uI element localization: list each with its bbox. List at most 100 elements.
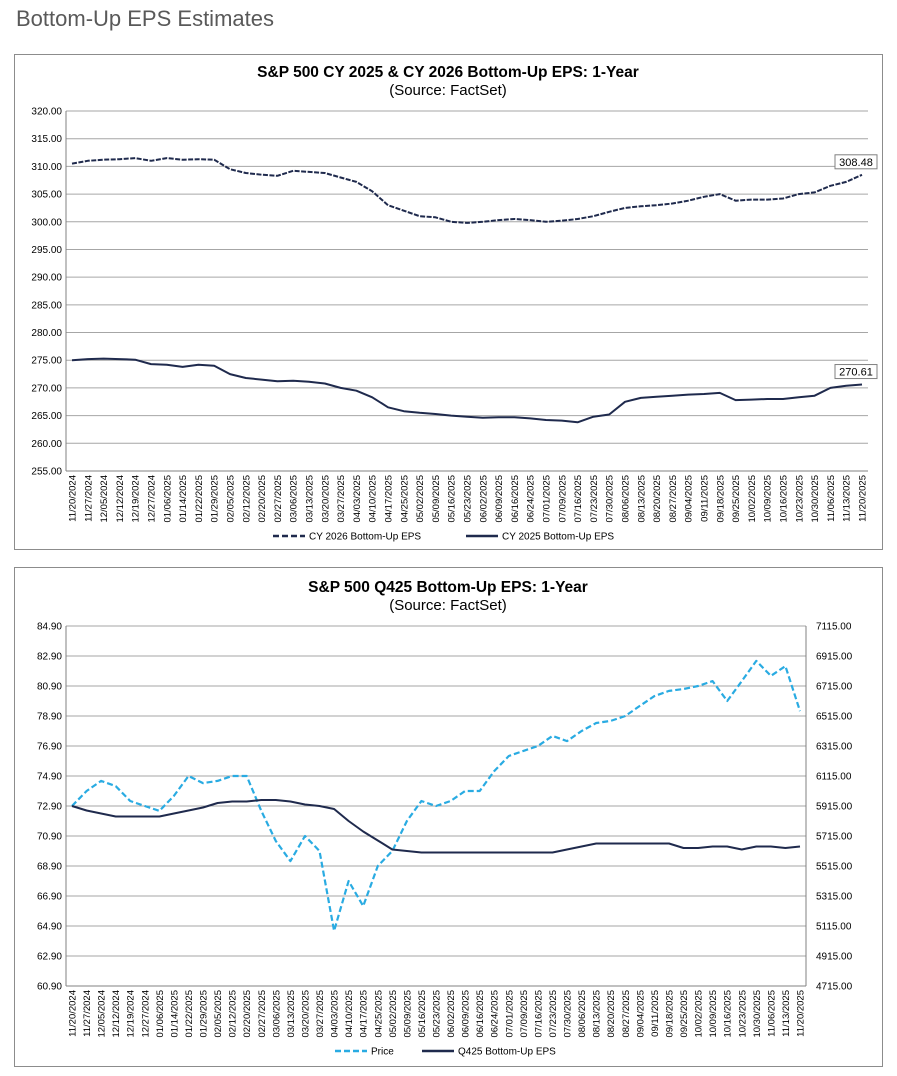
x-tick-label: 10/02/2025 [747, 475, 758, 523]
x-tick-label: 07/30/2025 [563, 990, 574, 1038]
x-tick-label: 02/20/2025 [257, 475, 268, 523]
x-tick-label: 11/20/2025 [858, 475, 869, 522]
page-title: Bottom-Up EPS Estimates [16, 6, 274, 31]
y2-tick-label: 5515.00 [816, 862, 853, 873]
x-tick-label: 04/10/2025 [368, 475, 379, 523]
legend-label: CY 2026 Bottom-Up EPS [309, 532, 421, 543]
y-tick-label: 255.00 [31, 467, 62, 478]
x-tick-label: 09/11/2025 [700, 475, 711, 522]
x-tick-label: 06/09/2025 [461, 990, 472, 1038]
x-tick-label: 01/22/2025 [184, 990, 195, 1038]
x-tick-label: 02/12/2025 [241, 475, 252, 523]
series-line-price [71, 659, 802, 932]
x-tick-label: 01/29/2025 [199, 990, 210, 1038]
x-tick-label: 11/13/2025 [781, 990, 792, 1037]
x-tick-label: 02/05/2025 [213, 990, 224, 1038]
x-tick-label: 01/06/2025 [155, 990, 166, 1038]
y2-tick-label: 5315.00 [816, 892, 853, 903]
x-tick-label: 10/30/2025 [810, 475, 821, 523]
y-tick-label: 62.90 [37, 952, 62, 963]
x-tick-label: 03/20/2025 [300, 990, 311, 1038]
x-tick-label: 10/23/2025 [794, 475, 805, 523]
x-tick-label: 12/19/2024 [131, 475, 142, 523]
x-tick-label: 10/09/2025 [763, 475, 774, 523]
x-tick-label: 06/02/2025 [446, 990, 457, 1038]
legend-label: Price [371, 1047, 394, 1058]
x-tick-label: 08/20/2025 [652, 475, 663, 523]
x-tick-label: 05/09/2025 [402, 990, 413, 1038]
x-tick-label: 09/25/2025 [679, 990, 690, 1038]
data-label-box [834, 154, 878, 170]
y-tick-label: 74.90 [37, 772, 62, 783]
x-tick-label: 10/16/2025 [723, 990, 734, 1038]
x-tick-label: 12/05/2024 [99, 475, 110, 523]
y-tick-label: 72.90 [37, 802, 62, 813]
x-tick-label: 10/23/2025 [737, 990, 748, 1038]
x-tick-label: 10/16/2025 [779, 475, 790, 523]
y-tick-label: 295.00 [31, 245, 62, 256]
y-tick-label: 66.90 [37, 892, 62, 903]
y2-tick-label: 7115.00 [816, 622, 852, 633]
y-tick-label: 320.00 [31, 107, 62, 118]
x-tick-label: 03/13/2025 [305, 475, 316, 523]
x-tick-label: 03/06/2025 [271, 990, 282, 1038]
data-label: 308.48 [839, 157, 873, 169]
x-tick-label: 01/14/2025 [169, 990, 180, 1038]
y2-tick-label: 6515.00 [816, 712, 853, 723]
y-tick-label: 80.90 [37, 682, 62, 693]
x-tick-label: 04/10/2025 [344, 990, 355, 1038]
x-tick-label: 06/09/2025 [494, 475, 505, 523]
x-tick-label: 10/09/2025 [708, 990, 719, 1038]
y-tick-label: 82.90 [37, 652, 62, 663]
x-tick-label: 05/23/2025 [463, 475, 474, 523]
y2-tick-label: 6115.00 [816, 772, 852, 783]
x-tick-label: 01/22/2025 [194, 475, 205, 523]
y-tick-label: 84.90 [37, 622, 62, 633]
x-tick-label: 05/09/2025 [431, 475, 442, 523]
x-tick-label: 04/25/2025 [373, 990, 384, 1038]
x-tick-label: 06/24/2025 [490, 990, 501, 1038]
x-tick-label: 07/01/2025 [542, 475, 553, 523]
x-tick-label: 05/02/2025 [388, 990, 399, 1038]
x-tick-label: 12/12/2024 [111, 990, 122, 1038]
series-line-q425-bottom-up-eps [71, 799, 801, 854]
y2-tick-label: 6715.00 [816, 682, 853, 693]
x-tick-label: 08/20/2025 [606, 990, 617, 1038]
y-tick-label: 315.00 [31, 134, 62, 145]
y-tick-label: 270.00 [31, 383, 62, 394]
x-tick-label: 01/29/2025 [210, 475, 221, 523]
y-tick-label: 64.90 [37, 922, 62, 933]
x-tick-label: 01/06/2025 [162, 475, 173, 523]
x-tick-label: 05/16/2025 [447, 475, 458, 523]
x-tick-label: 02/20/2025 [242, 990, 253, 1038]
x-tick-label: 05/16/2025 [417, 990, 428, 1038]
y-tick-label: 68.90 [37, 862, 62, 873]
y-tick-label: 310.00 [31, 162, 62, 173]
x-tick-label: 11/06/2025 [766, 990, 777, 1037]
y-tick-label: 76.90 [37, 742, 62, 753]
chart-svg: S&P 500 CY 2025 & CY 2026 Bottom-Up EPS:… [31, 64, 878, 543]
x-tick-label: 11/06/2025 [826, 475, 837, 522]
x-tick-label: 07/16/2025 [533, 990, 544, 1038]
chart-title: S&P 500 CY 2025 & CY 2026 Bottom-Up EPS:… [257, 64, 639, 81]
x-tick-label: 05/02/2025 [415, 475, 426, 523]
chart-title: S&P 500 Q425 Bottom-Up EPS: 1-Year [308, 579, 588, 596]
x-tick-label: 07/09/2025 [557, 475, 568, 523]
x-tick-label: 05/23/2025 [432, 990, 443, 1038]
x-tick-label: 06/24/2025 [526, 475, 537, 523]
x-tick-label: 04/03/2025 [352, 475, 363, 523]
x-tick-label: 03/27/2025 [336, 475, 347, 523]
x-tick-label: 12/05/2024 [97, 990, 108, 1038]
x-tick-label: 07/09/2025 [519, 990, 530, 1038]
x-tick-label: 08/06/2025 [577, 990, 588, 1038]
y2-tick-label: 6915.00 [816, 652, 853, 663]
x-tick-label: 12/19/2024 [126, 990, 137, 1038]
x-tick-label: 07/30/2025 [605, 475, 616, 523]
x-tick-label: 07/01/2025 [504, 990, 515, 1038]
y-tick-label: 60.90 [37, 982, 62, 993]
x-tick-label: 04/17/2025 [359, 990, 370, 1038]
y-tick-label: 70.90 [37, 832, 62, 843]
data-label-box [834, 364, 878, 380]
x-tick-label: 07/23/2025 [548, 990, 559, 1038]
x-tick-label: 08/06/2025 [621, 475, 632, 523]
